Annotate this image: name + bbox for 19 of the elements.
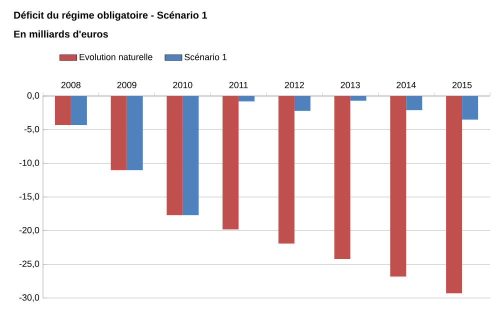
x-tick-label: 2009 (117, 82, 136, 88)
y-tick-label: -20,0 (19, 226, 40, 234)
y-tick-label: -10,0 (19, 160, 40, 168)
y-tick-label: -30,0 (19, 294, 40, 302)
x-tick-label: 2015 (452, 82, 472, 88)
y-tick-label: -25,0 (19, 260, 40, 268)
y-tick-label: 0,0 (27, 92, 40, 100)
legend-label: Scénario 1 (184, 54, 227, 60)
x-tick-label: 2012 (284, 82, 304, 88)
legend-label: Evolution naturelle (80, 54, 152, 60)
x-tick-label: 2013 (340, 82, 360, 88)
chart-title: Déficit du régime obligatoire - Scénario 1 (14, 11, 207, 21)
x-tick-label: 2011 (229, 82, 248, 88)
chart-subtitle: En milliards d'euros (14, 30, 108, 38)
y-tick-label: -15,0 (19, 193, 40, 201)
x-tick-label: 2014 (396, 82, 416, 88)
x-tick-label: 2008 (61, 82, 81, 88)
x-tick-label: 2010 (173, 82, 192, 88)
y-tick-label: -5,0 (24, 126, 40, 134)
